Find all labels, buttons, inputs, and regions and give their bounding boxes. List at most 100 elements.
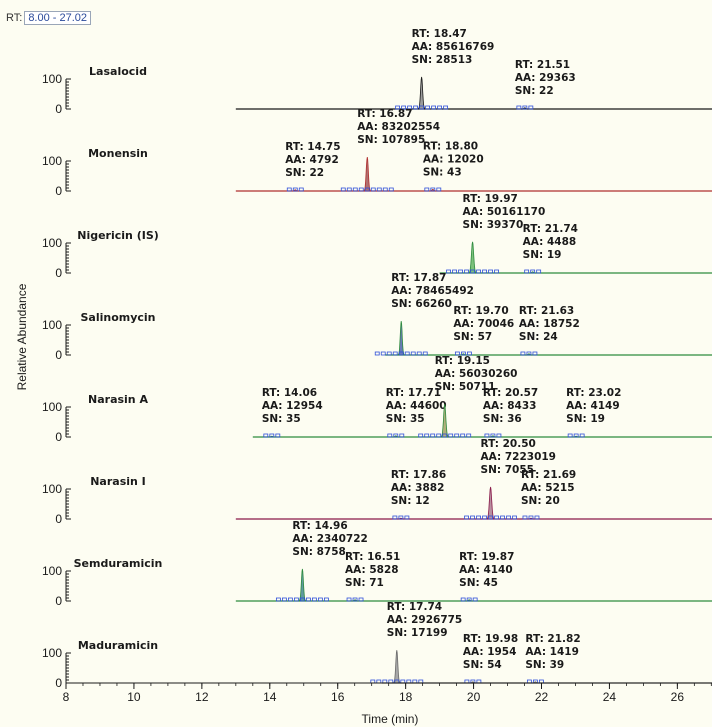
x-tick-label: 24 <box>603 690 617 704</box>
peak-label: AA: 29363 <box>515 72 576 84</box>
x-tick-label: 16 <box>331 690 345 704</box>
y-tick-label: 100 <box>42 646 62 660</box>
peak-marker <box>374 351 380 356</box>
compound-name: Maduramicin <box>78 639 158 652</box>
peak-label: AA: 8433 <box>483 400 537 412</box>
peak-marker <box>567 433 573 438</box>
peak-marker <box>464 269 469 274</box>
x-tick-label: 14 <box>263 690 277 704</box>
y-tick-label: 100 <box>42 318 62 332</box>
peak-label: AA: 70046 <box>453 318 514 330</box>
peak-label: SN: 39 <box>525 659 564 671</box>
peak-marker <box>401 105 407 110</box>
peak-label: RT: 20.50 <box>481 438 536 450</box>
peak-marker <box>311 597 317 602</box>
compound-name: Narasin A <box>88 393 148 406</box>
rt-range-label: RT: <box>6 12 23 24</box>
peak-marker <box>419 105 425 110</box>
x-tick-label: 22 <box>535 690 549 704</box>
peak-marker <box>476 515 481 520</box>
peak-label: RT: 21.63 <box>519 305 574 317</box>
peak-marker <box>484 433 490 438</box>
peak-label: RT: 18.80 <box>423 140 478 152</box>
peak-marker <box>534 515 540 520</box>
peak-shape <box>297 568 308 602</box>
peak-label: AA: 2340722 <box>292 533 367 545</box>
peak-label: RT: 14.75 <box>285 141 340 153</box>
peak-marker <box>460 597 466 602</box>
peak-marker <box>528 515 534 520</box>
peak-label: RT: 14.96 <box>292 520 347 532</box>
y-tick-label: 0 <box>55 184 62 198</box>
rt-range-value[interactable]: 8.00 - 27.02 <box>24 11 92 25</box>
peak-label: RT: 19.70 <box>453 305 508 317</box>
peak-shape <box>526 517 535 520</box>
peak-marker <box>407 105 413 110</box>
compound-name: Narasin I <box>90 475 146 488</box>
peak-marker <box>437 105 443 110</box>
y-tick-label: 0 <box>55 594 62 608</box>
peak-label: SN: 19 <box>523 249 562 261</box>
peak-label: SN: 24 <box>519 331 558 343</box>
peak-label: SN: 8758 <box>292 546 345 558</box>
peak-marker <box>287 597 293 602</box>
peak-label: RT: 19.87 <box>459 551 514 563</box>
peak-marker <box>410 351 416 356</box>
peak-marker <box>436 433 442 438</box>
x-tick-label: 20 <box>467 690 481 704</box>
peak-marker <box>431 105 437 110</box>
peak-marker <box>454 433 460 438</box>
peak-marker <box>466 351 472 356</box>
peak-label: SN: 107895 <box>357 134 425 146</box>
peak-label: RT: 23.02 <box>566 387 621 399</box>
peak-marker <box>488 515 493 520</box>
peak-label: SN: 57 <box>453 331 492 343</box>
peak-label: AA: 18752 <box>519 318 580 330</box>
peak-marker <box>393 433 399 438</box>
peak-marker <box>454 351 460 356</box>
peak-label: RT: 19.97 <box>463 193 518 205</box>
peak-label: SN: 54 <box>463 659 502 671</box>
peak-marker <box>573 433 579 438</box>
peak-label: SN: 20 <box>521 495 560 507</box>
peak-marker <box>452 269 457 274</box>
peak-shape <box>467 241 478 274</box>
peak-marker <box>281 597 287 602</box>
peak-label: RT: 18.47 <box>412 28 467 40</box>
peak-label: SN: 39370 <box>463 219 524 231</box>
peak-marker <box>413 105 419 110</box>
y-tick-label: 100 <box>42 400 62 414</box>
peak-shape <box>291 189 300 192</box>
peak-marker <box>292 187 298 192</box>
peak-marker <box>522 515 528 520</box>
peak-label: RT: 16.87 <box>357 108 412 120</box>
peak-marker <box>536 269 542 274</box>
peak-marker <box>305 597 311 602</box>
peak-marker <box>398 351 404 356</box>
peak-marker <box>470 269 475 274</box>
peak-shape <box>362 156 373 192</box>
peak-shape <box>428 188 437 192</box>
peak-marker <box>458 269 463 274</box>
peak-marker <box>386 351 392 356</box>
peak-marker <box>298 187 304 192</box>
peak-shape <box>524 353 533 356</box>
y-tick-label: 0 <box>55 430 62 444</box>
peak-marker <box>526 351 532 356</box>
peak-marker <box>275 597 281 602</box>
compound-name: Lasalocid <box>89 65 147 78</box>
peak-marker <box>380 351 386 356</box>
peak-label: AA: 2926775 <box>387 614 462 626</box>
x-tick-label: 8 <box>63 690 70 704</box>
peak-marker <box>490 433 496 438</box>
peak-label: AA: 12954 <box>262 400 323 412</box>
y-tick-label: 0 <box>55 676 62 690</box>
peak-label: RT: 17.71 <box>386 387 441 399</box>
peak-label: RT: 21.74 <box>523 223 578 235</box>
peak-marker <box>398 515 404 520</box>
peak-marker <box>299 597 305 602</box>
